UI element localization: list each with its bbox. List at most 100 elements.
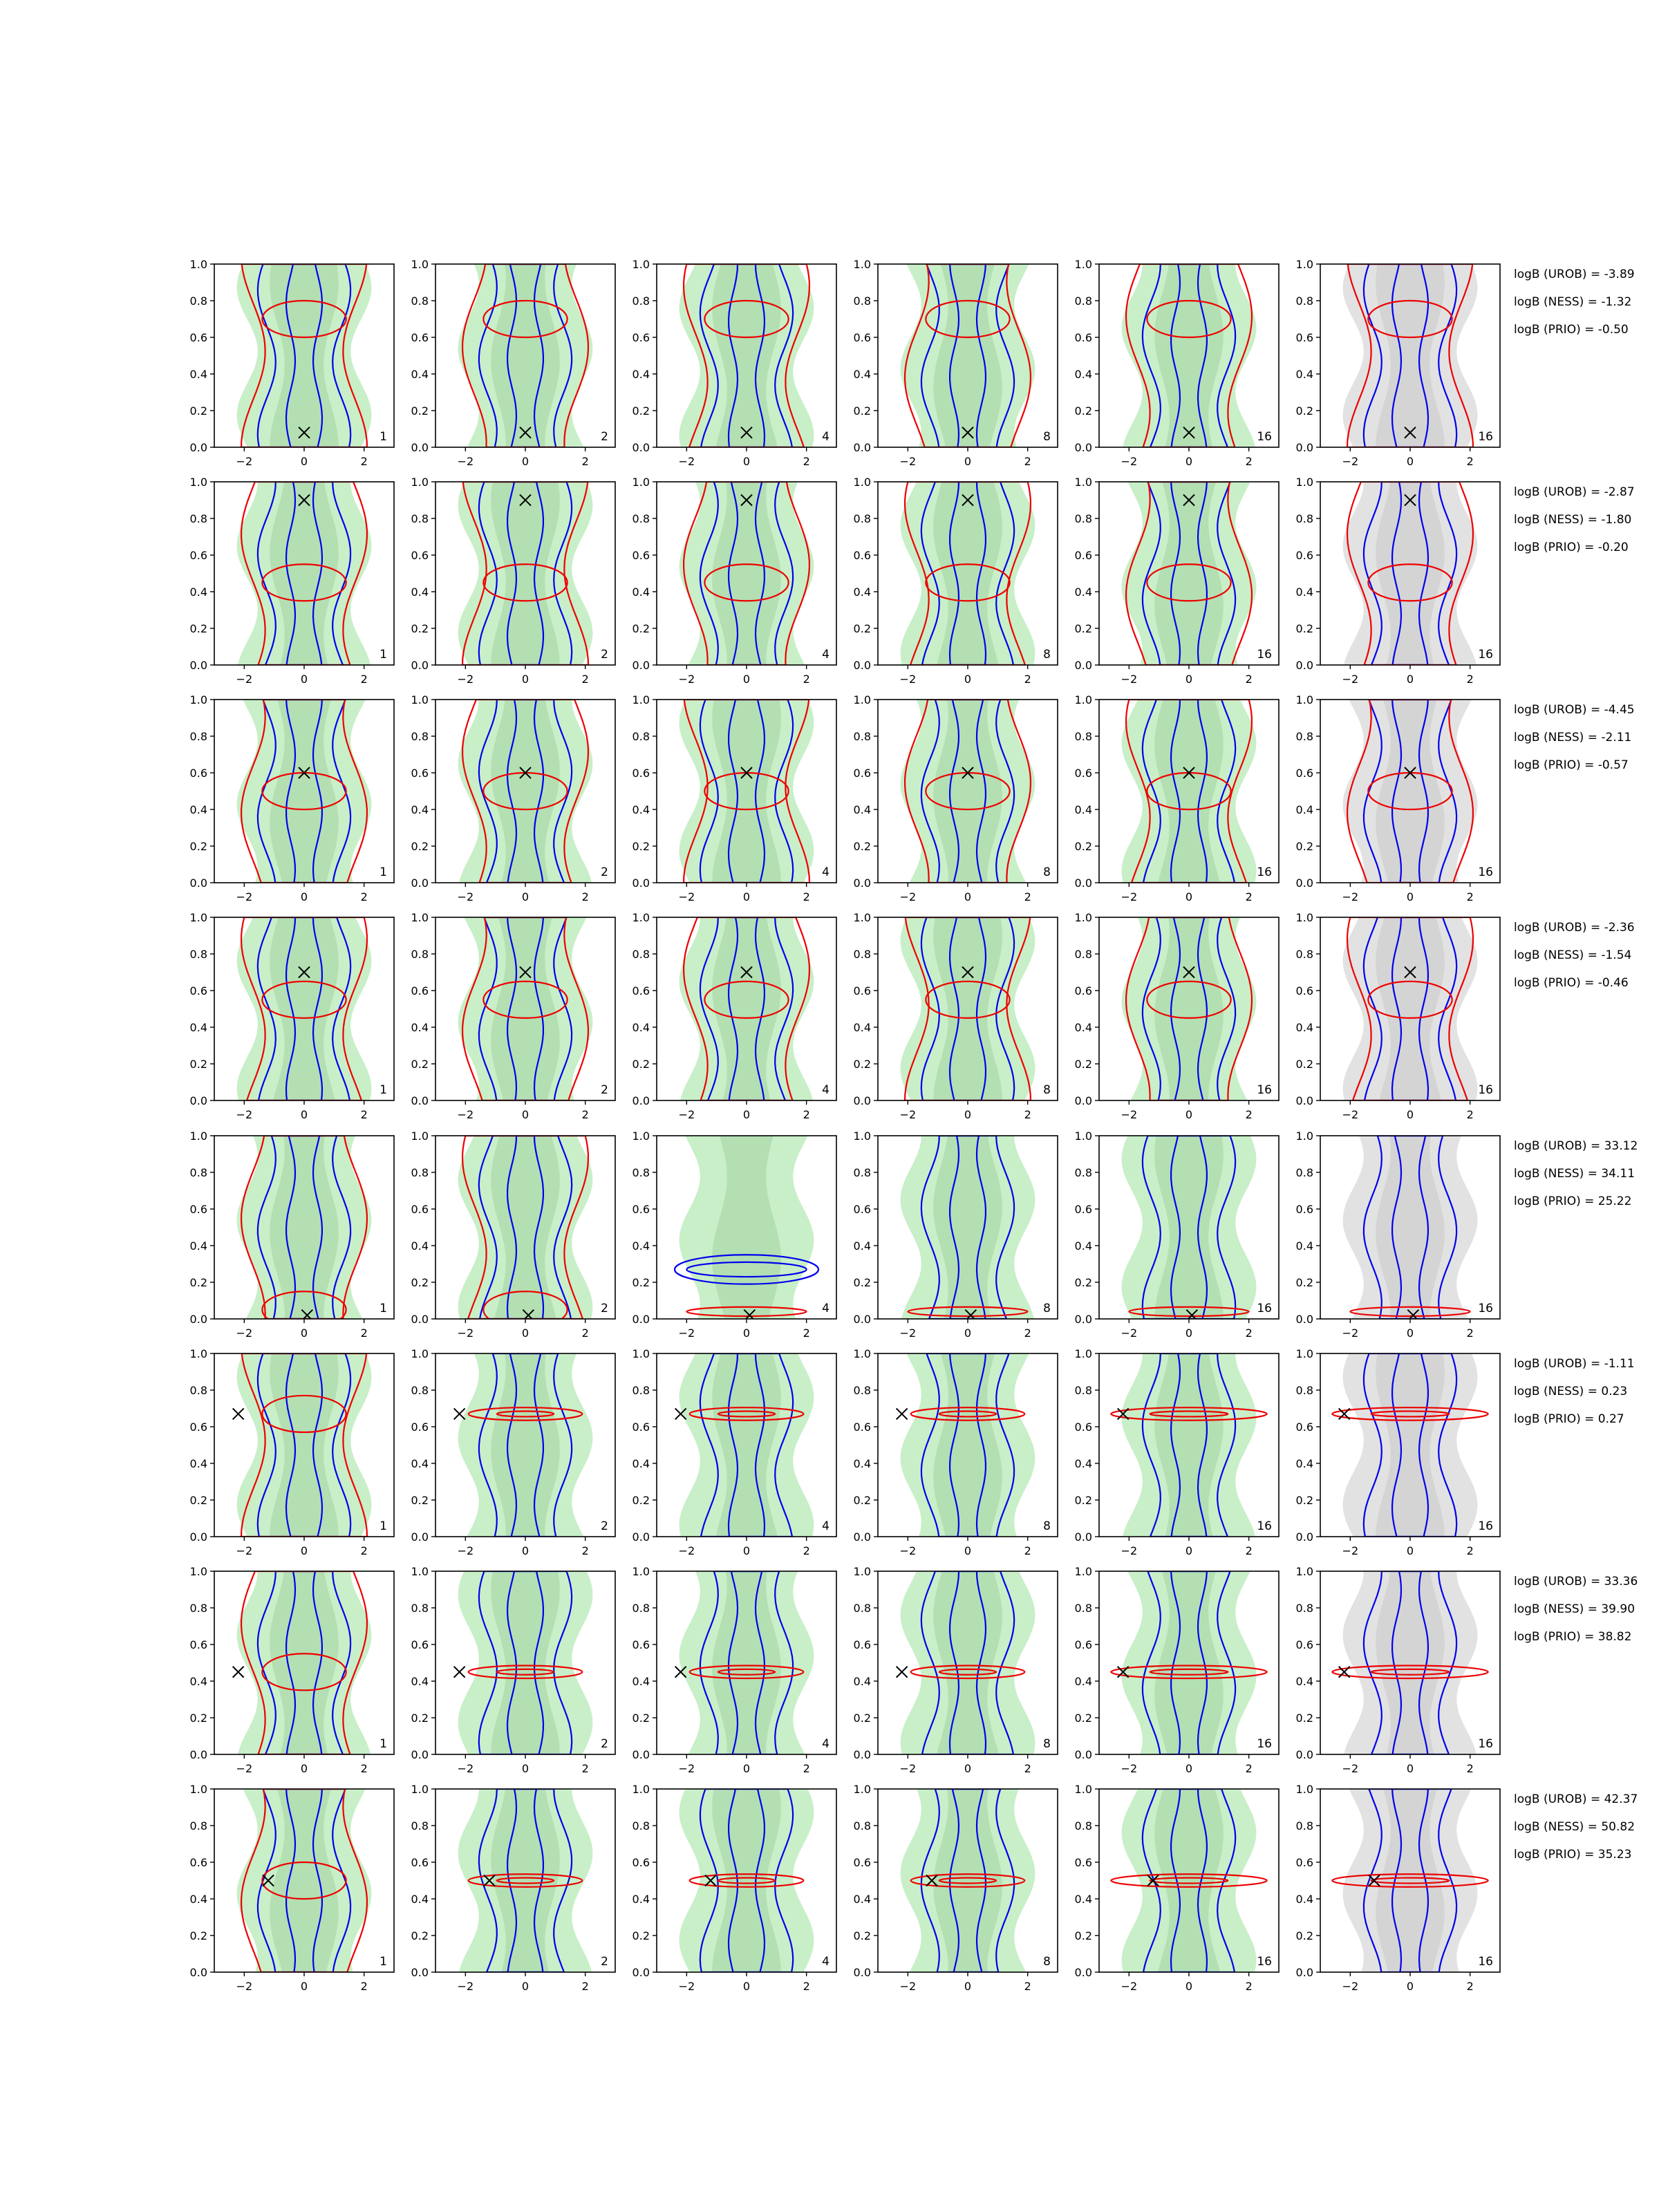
y-tick-label: 0.6 bbox=[1075, 1856, 1092, 1869]
panel-r4-c2: 2 0.0 0.2 0.4 0.6 0.8 1.0 −2 0 2 bbox=[411, 911, 616, 1121]
x-tick-label: −2 bbox=[1121, 1327, 1138, 1340]
filled-contour-inner bbox=[933, 1789, 1002, 1972]
blue-contour-outer bbox=[1141, 1353, 1237, 1537]
y-tick-label: 0.6 bbox=[1296, 984, 1313, 997]
x-tick-label: −2 bbox=[1342, 890, 1359, 903]
red-contour-outer bbox=[462, 700, 589, 883]
y-tick-label: 0.0 bbox=[1075, 877, 1092, 890]
x-tick-label: −2 bbox=[458, 455, 474, 468]
panel-size-label: 2 bbox=[601, 1519, 608, 1533]
logB-ness-row7: logB (NESS) = 39.90 bbox=[1514, 1602, 1635, 1616]
y-tick-label: 0.2 bbox=[1075, 1929, 1092, 1942]
red-contour-outer bbox=[1331, 1407, 1489, 1421]
y-tick-label: 1.0 bbox=[1296, 1347, 1313, 1360]
filled-contour-inner bbox=[491, 1789, 560, 1972]
panel-size-label: 4 bbox=[822, 430, 830, 444]
y-tick-label: 0.8 bbox=[190, 1384, 207, 1397]
true-value-marker bbox=[962, 767, 974, 779]
red-contour-inner bbox=[482, 299, 568, 339]
y-tick-label: 1.0 bbox=[411, 1130, 429, 1143]
panel-size-label: 16 bbox=[1257, 648, 1272, 662]
y-tick-label: 0.2 bbox=[190, 1494, 207, 1507]
red-contour-inner bbox=[261, 980, 347, 1019]
x-tick-label: −2 bbox=[1121, 1544, 1138, 1557]
red-contour-inner bbox=[717, 1668, 776, 1676]
true-value-marker bbox=[962, 427, 974, 439]
panel-r5-c1: 1 0.0 0.2 0.4 0.6 0.8 1.0 −2 0 2 bbox=[190, 1130, 395, 1340]
x-tick-label: 0 bbox=[522, 1544, 529, 1557]
y-tick-label: 0.0 bbox=[190, 1530, 207, 1544]
y-tick-label: 0.8 bbox=[1296, 512, 1313, 525]
x-tick-label: 0 bbox=[301, 1762, 308, 1775]
true-value-marker bbox=[232, 1666, 245, 1678]
panel-r7-c3: 4 0.0 0.2 0.4 0.6 0.8 1.0 −2 0 2 bbox=[632, 1565, 837, 1775]
panel-r7-c2: 2 0.0 0.2 0.4 0.6 0.8 1.0 −2 0 2 bbox=[411, 1565, 616, 1775]
y-tick-label: 1.0 bbox=[1075, 258, 1092, 271]
panel-r8-c6: 16 0.0 0.2 0.4 0.6 0.8 1.0 −2 0 2 bbox=[1296, 1783, 1501, 1993]
red-contour-inner bbox=[261, 563, 347, 602]
filled-contour-inner bbox=[1376, 1789, 1445, 1972]
y-tick-label: 0.4 bbox=[1075, 1021, 1092, 1034]
panel-plot-area bbox=[900, 917, 1035, 1100]
y-tick-label: 0.6 bbox=[190, 1856, 207, 1869]
true-value-marker bbox=[740, 427, 753, 439]
true-value-marker bbox=[1147, 1874, 1159, 1887]
y-tick-label: 1.0 bbox=[854, 1347, 871, 1360]
x-tick-label: 0 bbox=[301, 1327, 308, 1340]
blue-contour-inner bbox=[1391, 1353, 1430, 1537]
panel-size-label: 16 bbox=[1257, 865, 1272, 879]
y-tick-label: 0.4 bbox=[190, 1239, 207, 1253]
y-tick-label: 0.6 bbox=[1296, 1856, 1313, 1869]
true-value-marker bbox=[1338, 1407, 1351, 1421]
blue-contour-outer bbox=[920, 1353, 1015, 1537]
blue-contour-inner bbox=[1391, 1136, 1429, 1319]
panel-size-label: 8 bbox=[1043, 648, 1051, 662]
blue-contour-inner bbox=[1391, 1571, 1429, 1754]
y-tick-label: 0.4 bbox=[1075, 368, 1092, 381]
panel-plot-area bbox=[458, 1136, 593, 1319]
panel-r8-c5: 16 0.0 0.2 0.4 0.6 0.8 1.0 −2 0 2 bbox=[1075, 1783, 1280, 1993]
logB-ness-row5: logB (NESS) = 34.11 bbox=[1514, 1167, 1635, 1181]
blue-contour-outer bbox=[699, 917, 794, 1100]
blue-contour-inner bbox=[506, 482, 545, 665]
panel-plot-area bbox=[232, 1571, 372, 1754]
y-tick-label: 0.2 bbox=[411, 1494, 429, 1507]
y-tick-label: 0.6 bbox=[1296, 549, 1313, 562]
red-contour-outer bbox=[910, 1873, 1026, 1888]
x-tick-label: 0 bbox=[522, 1762, 529, 1775]
red-contour-inner bbox=[1149, 1410, 1229, 1418]
y-tick-label: 0.2 bbox=[1296, 622, 1313, 635]
y-tick-label: 0.2 bbox=[1075, 840, 1092, 853]
y-tick-label: 0.0 bbox=[190, 877, 207, 890]
y-tick-label: 0.8 bbox=[854, 1819, 871, 1833]
blue-contour-inner bbox=[507, 1353, 544, 1537]
y-tick-label: 0.2 bbox=[854, 1276, 871, 1289]
y-tick-label: 0.8 bbox=[1296, 1602, 1313, 1615]
red-contour-outer bbox=[910, 1665, 1026, 1680]
blue-contour-inner bbox=[948, 917, 987, 1100]
red-contour-inner bbox=[717, 1410, 776, 1418]
blue-contour-outer bbox=[920, 1136, 1015, 1319]
panel-size-label: 1 bbox=[379, 865, 387, 879]
panel-r6-c2: 2 0.0 0.2 0.4 0.6 0.8 1.0 −2 0 2 bbox=[411, 1347, 616, 1557]
filled-contour-inner bbox=[270, 1136, 339, 1319]
y-tick-label: 0.0 bbox=[190, 441, 207, 454]
panel-size-label: 4 bbox=[822, 1737, 830, 1751]
blue-contour-outer bbox=[699, 1353, 794, 1537]
blue-contour-outer bbox=[1141, 1136, 1237, 1319]
x-tick-label: 2 bbox=[582, 1327, 589, 1340]
y-tick-label: 0.2 bbox=[411, 1929, 429, 1942]
red-contour-outer bbox=[1331, 1665, 1489, 1680]
true-value-marker bbox=[1183, 494, 1195, 507]
y-tick-label: 0.0 bbox=[854, 441, 871, 454]
y-tick-label: 0.8 bbox=[1296, 1166, 1313, 1179]
true-value-marker bbox=[1404, 767, 1416, 779]
blue-contour-outer bbox=[699, 482, 794, 665]
x-tick-label: −2 bbox=[1342, 455, 1359, 468]
filled-contour-inner bbox=[933, 1353, 1002, 1537]
logB-urob-row3: logB (UROB) = -4.45 bbox=[1514, 703, 1635, 717]
blue-contour-outer bbox=[478, 1353, 573, 1537]
y-tick-label: 0.2 bbox=[1075, 1058, 1092, 1071]
red-contour-inner bbox=[261, 1653, 347, 1691]
x-tick-label: 2 bbox=[1024, 455, 1031, 468]
